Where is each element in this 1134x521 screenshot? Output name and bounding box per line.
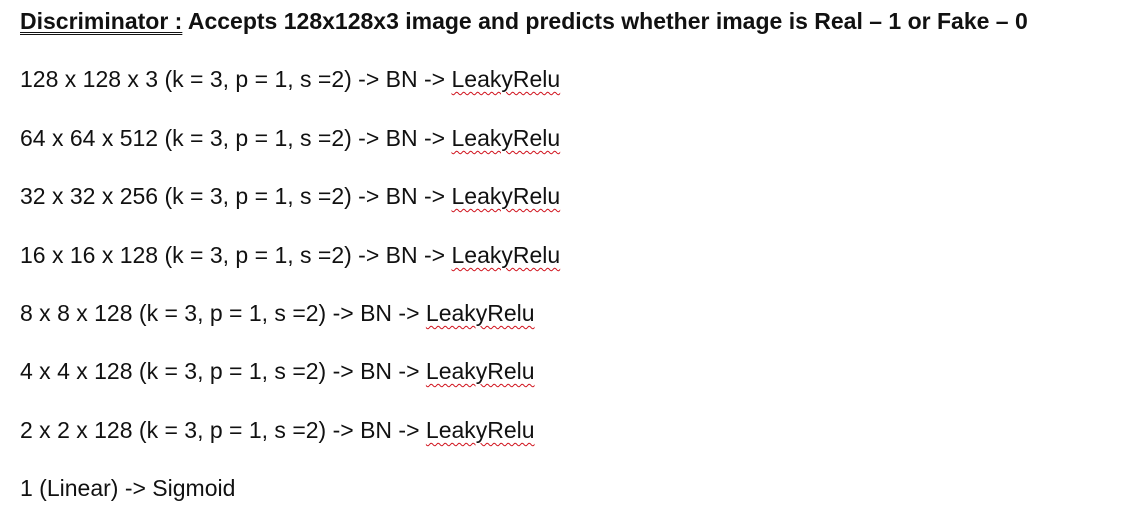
document-title: Discriminator : Accepts 128x128x3 image … [20,6,1028,36]
layer-spec: 128 x 128 x 3 (k = 3, p = 1, s =2) -> BN… [20,66,452,92]
layer-spec: 8 x 8 x 128 (k = 3, p = 1, s =2) -> BN -… [20,300,426,326]
output-layer-line: 1 (Linear) -> Sigmoid [20,475,236,501]
layer-activation: LeakyRelu [425,417,535,443]
layer-spec: 2 x 2 x 128 (k = 3, p = 1, s =2) -> BN -… [20,417,426,443]
layer-activation: LeakyRelu [425,300,535,326]
layer-line: 64 x 64 x 512 (k = 3, p = 1, s =2) -> BN… [20,123,560,153]
layer-line: 16 x 16 x 128 (k = 3, p = 1, s =2) -> BN… [20,240,560,270]
layer-spec: 16 x 16 x 128 (k = 3, p = 1, s =2) -> BN… [20,242,452,268]
layer-spec: 32 x 32 x 256 (k = 3, p = 1, s =2) -> BN… [20,183,452,209]
layer-line: 2 x 2 x 128 (k = 3, p = 1, s =2) -> BN -… [20,415,535,445]
layer-line: 4 x 4 x 128 (k = 3, p = 1, s =2) -> BN -… [20,356,535,386]
layer-activation: LeakyRelu [451,125,561,151]
layer-spec: 64 x 64 x 512 (k = 3, p = 1, s =2) -> BN… [20,125,452,151]
layer-line: 32 x 32 x 256 (k = 3, p = 1, s =2) -> BN… [20,181,560,211]
layer-spec: 4 x 4 x 128 (k = 3, p = 1, s =2) -> BN -… [20,358,426,384]
layer-activation: LeakyRelu [451,66,561,92]
layer-activation: LeakyRelu [451,242,561,268]
layer-activation: LeakyRelu [451,183,561,209]
layer-line: 8 x 8 x 128 (k = 3, p = 1, s =2) -> BN -… [20,298,535,328]
layer-activation: LeakyRelu [425,358,535,384]
title-label: Discriminator : [20,8,183,34]
title-description: Accepts 128x128x3 image and predicts whe… [182,8,1028,34]
layer-line: 128 x 128 x 3 (k = 3, p = 1, s =2) -> BN… [20,64,560,94]
